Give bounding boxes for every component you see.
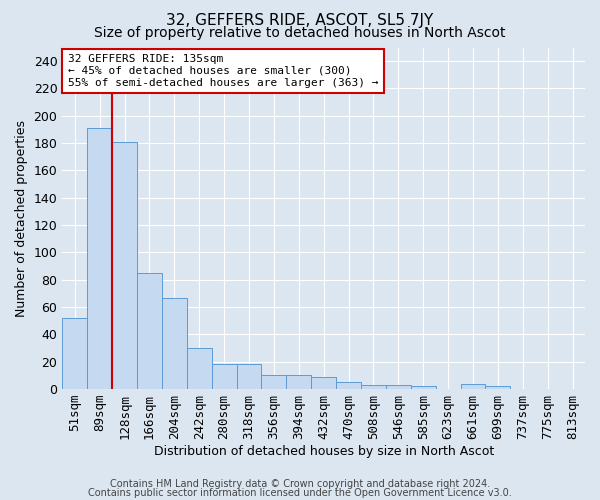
Bar <box>62 318 87 389</box>
Bar <box>87 128 112 389</box>
Bar <box>286 376 311 389</box>
Text: 32 GEFFERS RIDE: 135sqm
← 45% of detached houses are smaller (300)
55% of semi-d: 32 GEFFERS RIDE: 135sqm ← 45% of detache… <box>68 54 378 88</box>
Bar <box>212 364 236 389</box>
Bar <box>411 386 436 389</box>
Bar <box>137 273 162 389</box>
Text: Contains HM Land Registry data © Crown copyright and database right 2024.: Contains HM Land Registry data © Crown c… <box>110 479 490 489</box>
Bar <box>485 386 511 389</box>
Bar <box>187 348 212 389</box>
Bar <box>336 382 361 389</box>
Text: Size of property relative to detached houses in North Ascot: Size of property relative to detached ho… <box>94 26 506 40</box>
Bar <box>461 384 485 389</box>
X-axis label: Distribution of detached houses by size in North Ascot: Distribution of detached houses by size … <box>154 444 494 458</box>
Text: Contains public sector information licensed under the Open Government Licence v3: Contains public sector information licen… <box>88 488 512 498</box>
Bar <box>262 376 286 389</box>
Bar <box>386 385 411 389</box>
Text: 32, GEFFERS RIDE, ASCOT, SL5 7JY: 32, GEFFERS RIDE, ASCOT, SL5 7JY <box>166 12 434 28</box>
Bar <box>236 364 262 389</box>
Bar <box>162 298 187 389</box>
Bar <box>361 385 386 389</box>
Bar <box>112 142 137 389</box>
Bar <box>311 377 336 389</box>
Y-axis label: Number of detached properties: Number of detached properties <box>15 120 28 317</box>
